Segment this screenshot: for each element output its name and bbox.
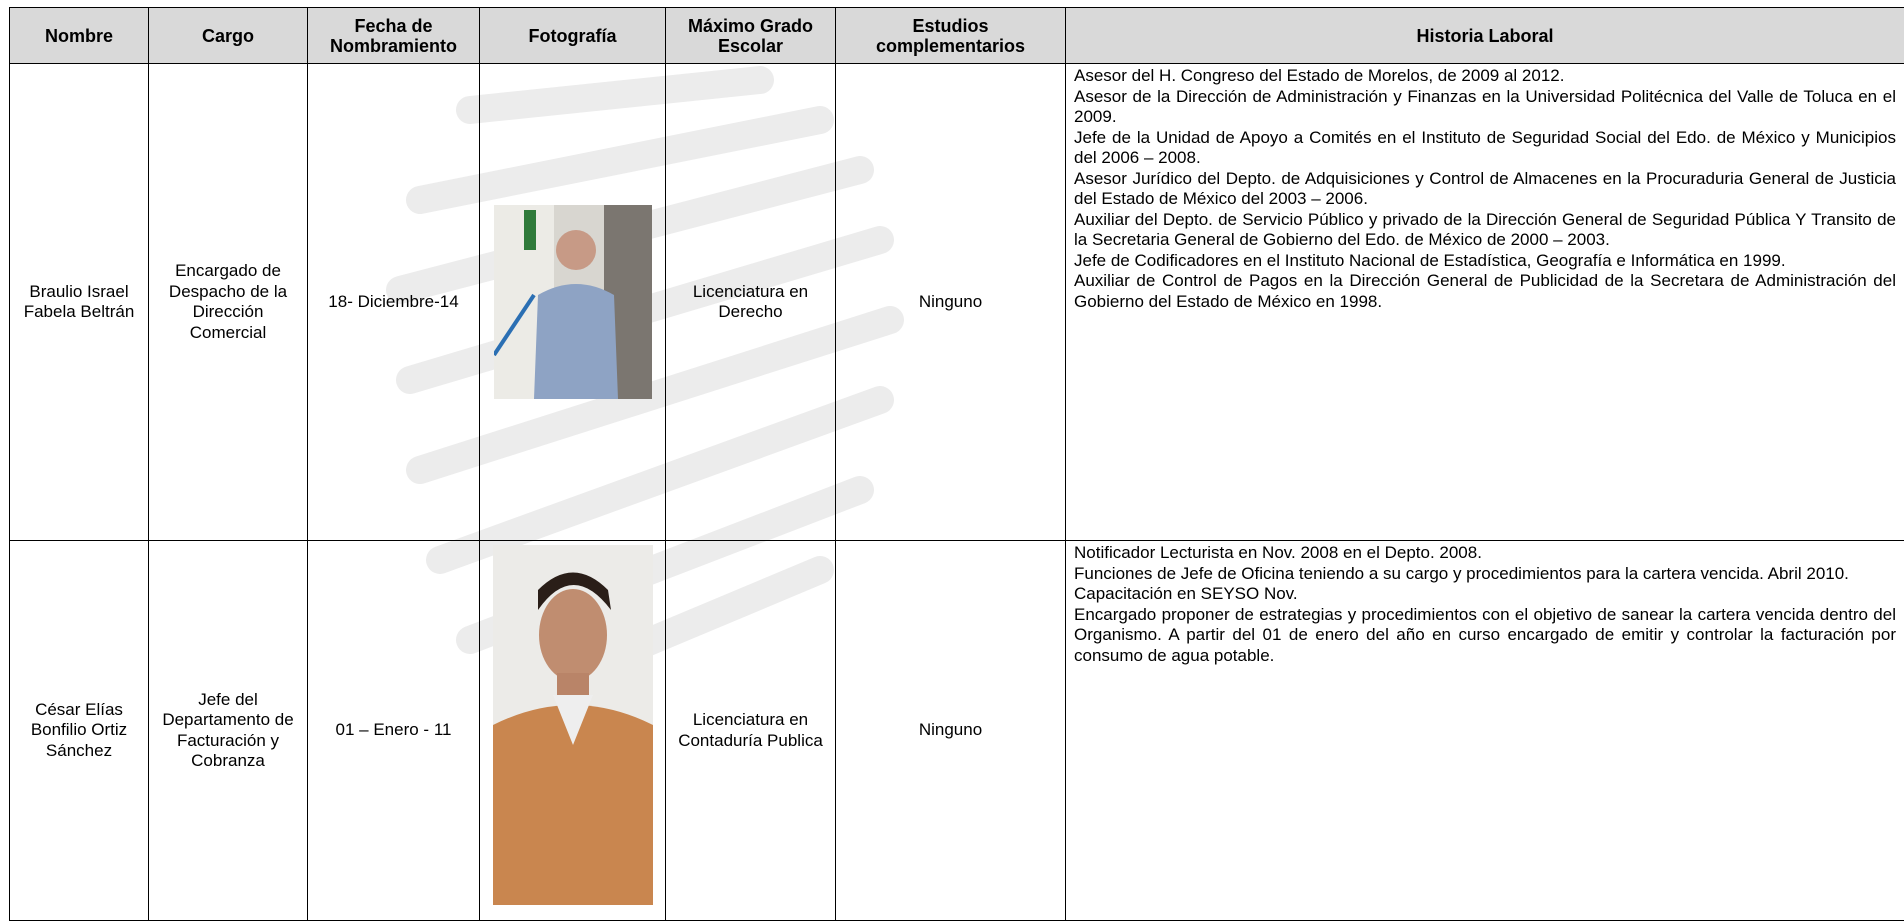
column-header: Máximo Grado Escolar	[666, 8, 836, 64]
history-cell: Notificador Lecturista en Nov. 2008 en e…	[1066, 541, 1904, 921]
history-entry: Funciones de Jefe de Oficina teniendo a …	[1074, 564, 1896, 585]
photo	[494, 205, 652, 399]
degree-cell: Licenciatura en Contaduría Publica	[666, 541, 836, 921]
date-cell: 18- Diciembre-14	[308, 64, 480, 541]
history-entry: Encargado proponer de estrategias y proc…	[1074, 605, 1896, 667]
position-cell: Encargado de Despacho de la Dirección Co…	[149, 64, 308, 541]
photo-cell	[480, 64, 666, 541]
column-header: Estudios complementarios	[836, 8, 1066, 64]
history-entry: Asesor Jurídico del Depto. de Adquisicio…	[1074, 169, 1896, 210]
column-header: Cargo	[149, 8, 308, 64]
history-entry: Notificador Lecturista en Nov. 2008 en e…	[1074, 543, 1896, 564]
studies-cell: Ninguno	[836, 64, 1066, 541]
history-entry: Asesor de la Dirección de Administración…	[1074, 87, 1896, 128]
studies-cell: Ninguno	[836, 541, 1066, 921]
position-cell: Jefe del Departamento de Facturación y C…	[149, 541, 308, 921]
degree-cell: Licenciatura en Derecho	[666, 64, 836, 541]
photo	[493, 545, 653, 905]
history-entry: Auxiliar del Depto. de Servicio Público …	[1074, 210, 1896, 251]
history-entry: Asesor del H. Congreso del Estado de Mor…	[1074, 66, 1896, 87]
history-cell: Asesor del H. Congreso del Estado de Mor…	[1066, 64, 1904, 541]
column-header: Fecha de Nombramiento	[308, 8, 480, 64]
column-header: Fotografía	[480, 8, 666, 64]
date-cell: 01 – Enero - 11	[308, 541, 480, 921]
history-entry: Auxiliar de Control de Pagos en la Direc…	[1074, 271, 1896, 312]
photo-cell	[480, 541, 666, 921]
name-cell: César Elías Bonfilio Ortiz Sánchez	[10, 541, 149, 921]
name-cell: Braulio Israel Fabela Beltrán	[10, 64, 149, 541]
column-header: Nombre	[10, 8, 149, 64]
column-header: Historia Laboral	[1066, 8, 1904, 64]
history-entry: Jefe de la Unidad de Apoyo a Comités en …	[1074, 128, 1896, 169]
history-entry: Jefe de Codificadores en el Instituto Na…	[1074, 251, 1896, 272]
history-entry: Capacitación en SEYSO Nov.	[1074, 584, 1896, 605]
